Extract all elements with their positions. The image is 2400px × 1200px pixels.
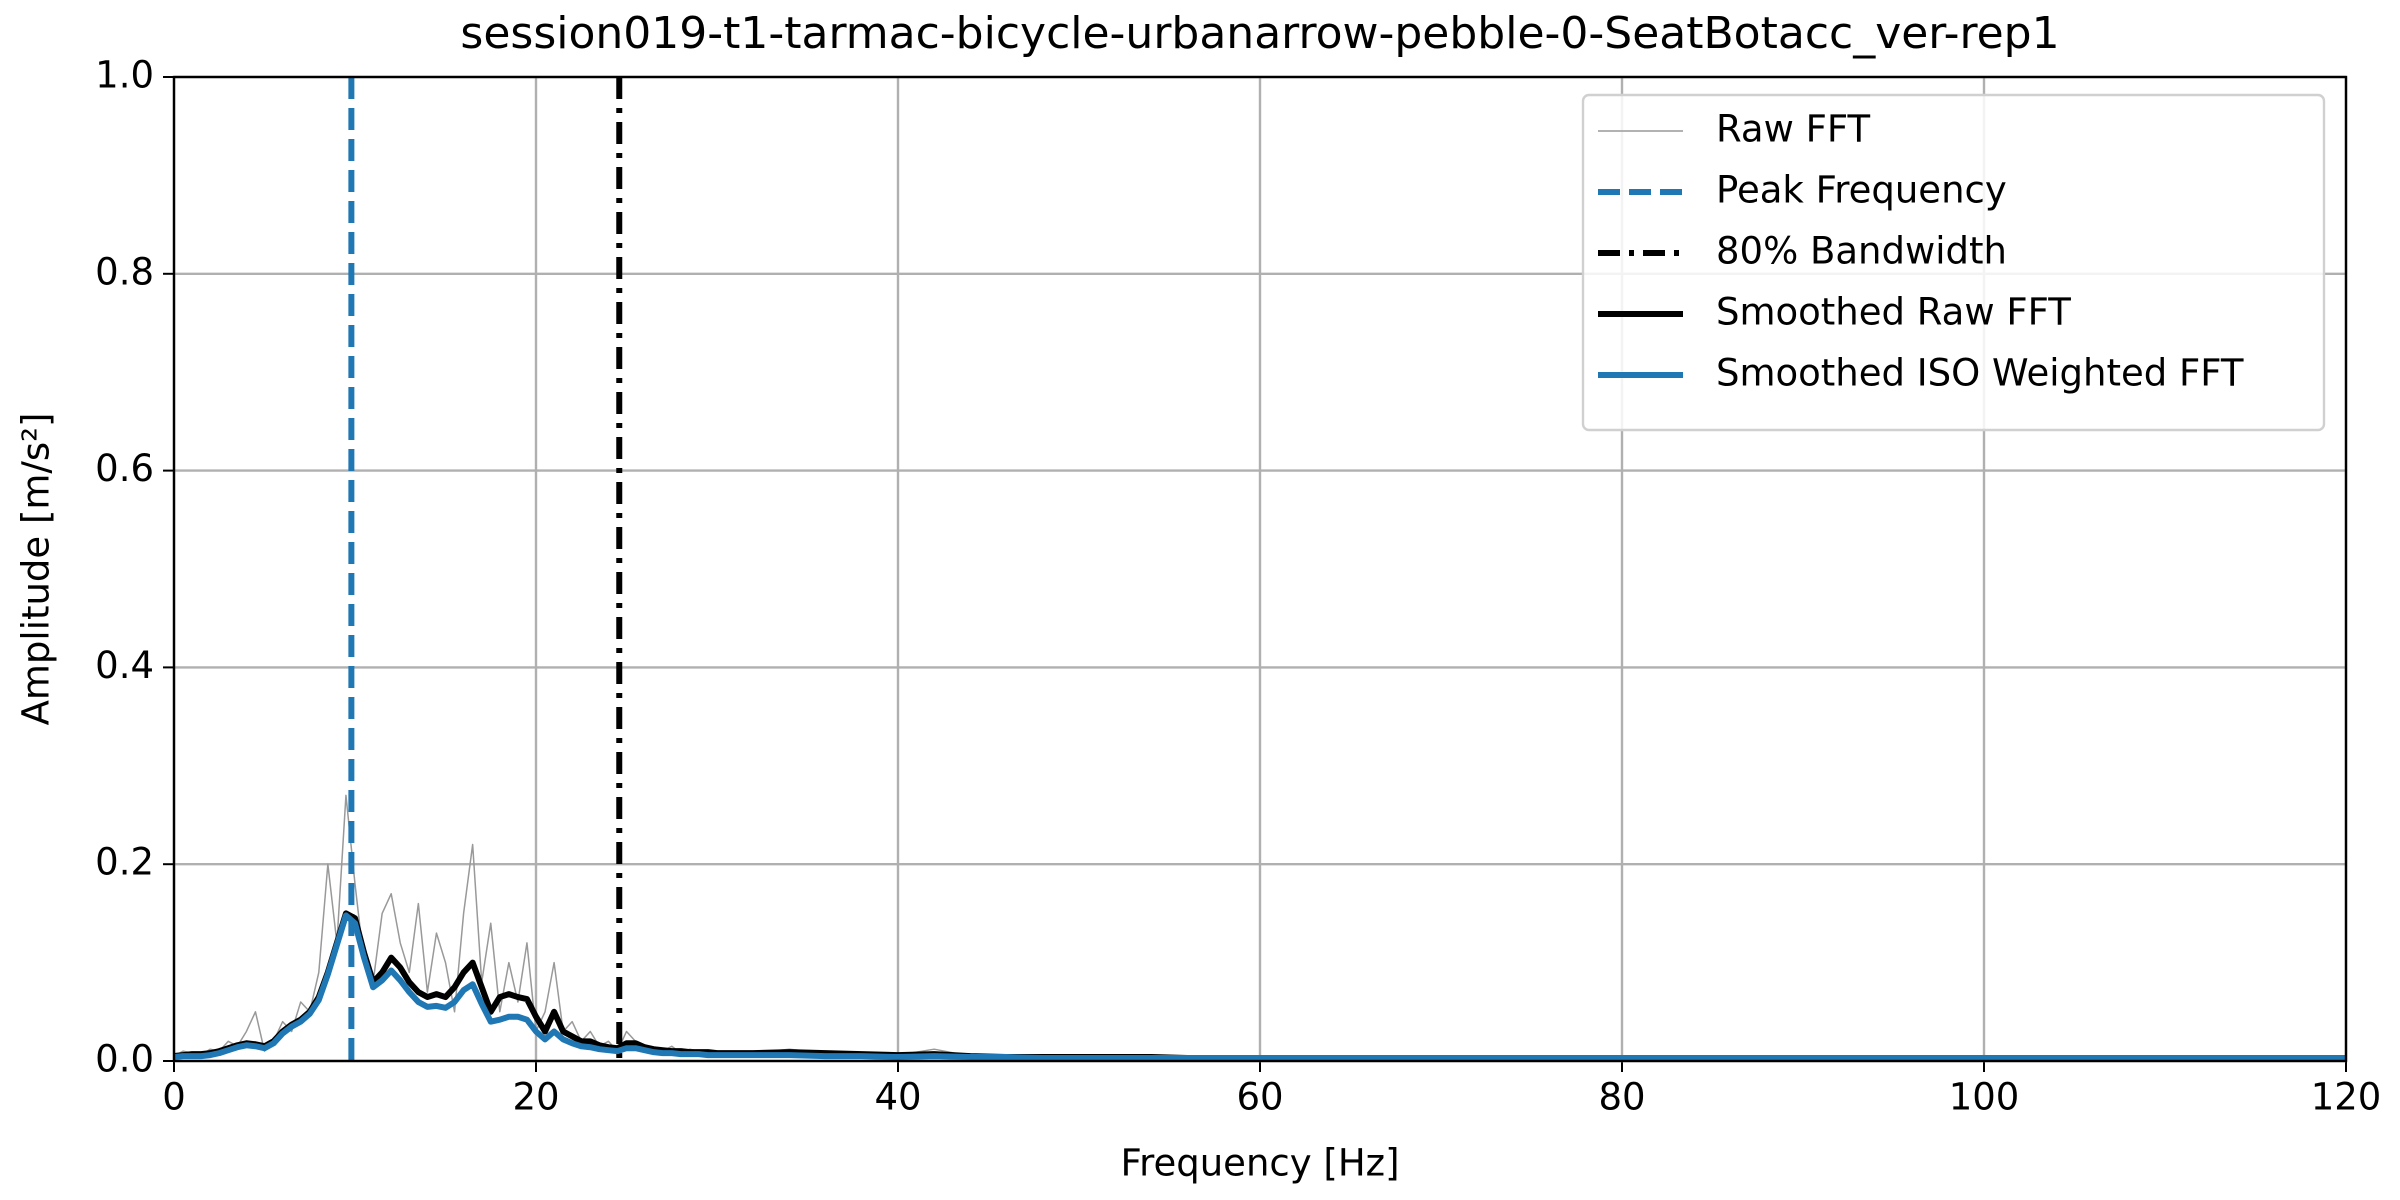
series-line [174,912,2346,1061]
x-tick-label: 20 [512,1076,559,1119]
x-tick-label: 100 [1949,1076,2020,1119]
y-tick-label: 0.8 [95,250,154,293]
legend-label: Peak Frequency [1716,169,2007,212]
x-tick-label: 60 [1236,1076,1283,1119]
y-tick-label: 0.4 [95,644,154,687]
x-tick-label: 80 [1598,1076,1645,1119]
plot-frame [172,75,2348,1063]
chart-title: session019-t1-tarmac-bicycle-urbanarrow-… [460,8,2059,59]
legend-box [1581,93,2326,432]
legend-label: Raw FFT [1716,108,1871,151]
x-tick-label: 0 [162,1076,186,1119]
y-tick-label: 0.2 [95,841,154,884]
y-tick-label: 0.6 [95,447,154,490]
legend-label: Smoothed ISO Weighted FFT [1716,352,2244,395]
legend-label: 80% Bandwidth [1716,230,2007,273]
x-tick-label: 40 [874,1076,921,1119]
y-axis-label: Amplitude [m/s²] [15,413,58,726]
y-tick-label: 0.0 [95,1038,154,1081]
x-tick-label: 120 [2311,1076,2382,1119]
legend-label: Smoothed Raw FFT [1716,291,2071,334]
y-tick-label: 1.0 [95,54,154,97]
x-axis-label: Frequency [Hz] [1120,1142,1399,1185]
